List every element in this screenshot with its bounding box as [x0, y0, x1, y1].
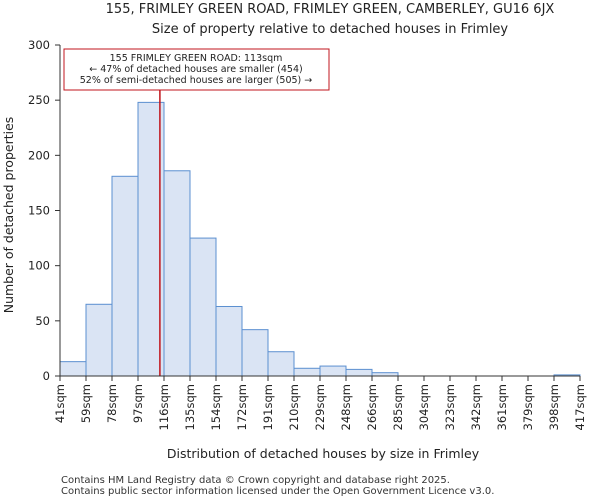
y-tick-label: 0 — [43, 369, 50, 383]
histogram-bar — [241, 329, 269, 377]
x-tick-label: 323sqm — [443, 384, 457, 430]
histogram-bar — [59, 361, 87, 377]
histogram-bar — [189, 237, 217, 377]
x-tick-label: 135sqm — [183, 384, 197, 430]
x-tick-label: 210sqm — [287, 384, 301, 430]
x-tick-label: 361sqm — [495, 384, 509, 430]
y-tick-label: 300 — [28, 38, 50, 52]
y-axis-title: Number of detached properties — [1, 117, 16, 314]
bars-group — [59, 101, 581, 377]
footer-line-1: Contains HM Land Registry data © Crown c… — [61, 475, 450, 486]
x-tick-label: 379sqm — [521, 384, 535, 430]
x-tick-label: 266sqm — [365, 384, 379, 430]
histogram-bar — [345, 368, 373, 377]
chart-subtitle: Size of property relative to detached ho… — [152, 22, 509, 37]
x-tick-label: 78sqm — [105, 384, 119, 423]
annotation-line-2: ← 47% of detached houses are smaller (45… — [89, 64, 302, 75]
annotation-line-3: 52% of semi-detached houses are larger (… — [80, 75, 313, 86]
y-tick-label: 50 — [35, 314, 50, 328]
x-tick-label: 248sqm — [339, 384, 353, 430]
x-ticks-group: 41sqm 59sqm 78sqm 97sqm 116sqm 135sqm 154sqm 17… — [53, 376, 587, 430]
histogram-bar — [293, 367, 321, 377]
x-tick-label: 285sqm — [391, 384, 405, 430]
x-tick-label: 97sqm — [131, 384, 145, 423]
histogram-bar — [111, 175, 139, 377]
y-tick-label: 100 — [28, 259, 50, 273]
y-tick-label: 150 — [28, 204, 50, 218]
x-tick-label: 398sqm — [547, 384, 561, 430]
x-tick-label: 342sqm — [469, 384, 483, 430]
annotation-box: 155 FRIMLEY GREEN ROAD: 113sqm ← 47% of … — [63, 48, 330, 91]
x-tick-label: 154sqm — [209, 384, 223, 430]
x-tick-label: 417sqm — [573, 384, 587, 430]
histogram-bar — [85, 303, 113, 377]
annotation-line-1: 155 FRIMLEY GREEN ROAD: 113sqm — [110, 53, 283, 64]
x-tick-label: 304sqm — [417, 384, 431, 430]
histogram-bar — [319, 365, 347, 377]
y-ticks-group: 0 50 100 150 200 250 300 — [28, 38, 60, 383]
x-tick-label: 41sqm — [53, 384, 67, 423]
x-tick-label: 172sqm — [235, 384, 249, 430]
histogram-bar — [267, 351, 295, 377]
x-axis-title: Distribution of detached houses by size … — [167, 446, 480, 461]
x-tick-label: 229sqm — [313, 384, 327, 430]
x-tick-label: 116sqm — [157, 384, 171, 430]
x-tick-label: 191sqm — [261, 384, 275, 430]
histogram-bar — [163, 170, 191, 377]
y-tick-label: 250 — [28, 93, 50, 107]
footer-line-2: Contains public sector information licen… — [61, 486, 494, 497]
histogram-bar — [215, 305, 243, 377]
chart-title: 155, FRIMLEY GREEN ROAD, FRIMLEY GREEN, … — [106, 2, 555, 17]
x-tick-label: 59sqm — [79, 384, 93, 423]
y-tick-label: 200 — [28, 148, 50, 162]
annotation-border — [63, 48, 330, 91]
